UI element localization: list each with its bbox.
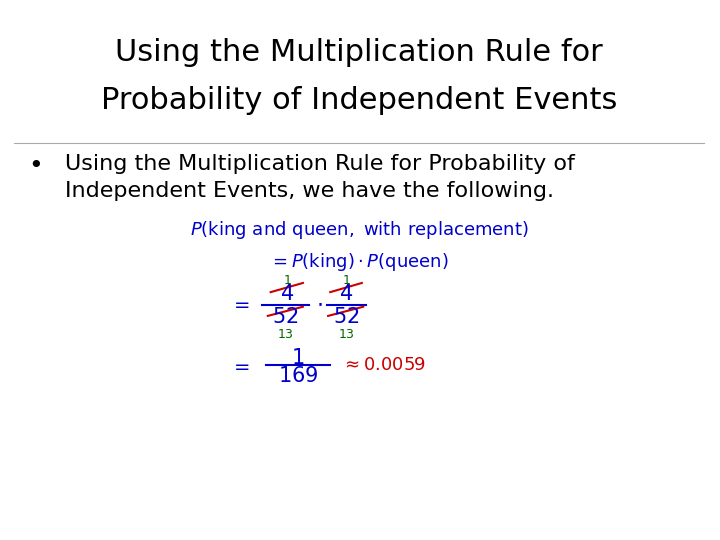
Text: $= P(\mathrm{king}) \cdot P(\mathrm{queen})$: $= P(\mathrm{king}) \cdot P(\mathrm{quee… <box>269 251 449 273</box>
Text: Using the Multiplication Rule for: Using the Multiplication Rule for <box>115 38 603 67</box>
Text: $1$: $1$ <box>292 348 305 368</box>
Text: $13$: $13$ <box>276 328 294 341</box>
Text: $52$: $52$ <box>272 307 298 327</box>
Text: $1$: $1$ <box>283 274 292 287</box>
Text: $\cdot$: $\cdot$ <box>316 294 323 314</box>
Text: $P(\mathrm{king\ and\ queen,\ with\ replacement})$: $P(\mathrm{king\ and\ queen,\ with\ repl… <box>189 219 528 241</box>
Text: Probability of Independent Events: Probability of Independent Events <box>101 86 617 116</box>
Text: Using the Multiplication Rule for Probability of: Using the Multiplication Rule for Probab… <box>65 154 575 174</box>
Text: $13$: $13$ <box>338 328 354 341</box>
Text: $169$: $169$ <box>278 366 318 386</box>
Text: $=$: $=$ <box>230 294 250 313</box>
Text: $1$: $1$ <box>342 274 351 287</box>
Text: $52$: $52$ <box>333 307 359 327</box>
Text: $4$: $4$ <box>280 284 294 303</box>
Text: $\approx 0.0059$: $\approx 0.0059$ <box>341 356 426 374</box>
Text: •: • <box>29 154 43 178</box>
Text: $=$: $=$ <box>230 356 250 375</box>
Text: $4$: $4$ <box>339 284 353 303</box>
Text: Independent Events, we have the following.: Independent Events, we have the followin… <box>65 181 554 201</box>
